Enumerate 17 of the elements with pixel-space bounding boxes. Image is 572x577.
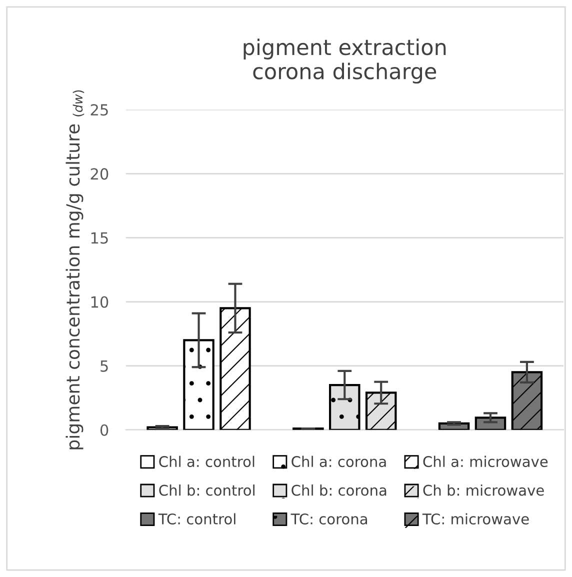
legend-label: Chl b: control	[159, 484, 254, 496]
chart-title: pigment extraction corona discharge	[244, 38, 446, 84]
legend-label: TC: microwave	[422, 513, 529, 524]
y-tick-label: 0	[100, 424, 108, 436]
legend-label: TC: corona	[290, 513, 367, 524]
y-tick-label: 20	[90, 168, 108, 180]
legend-label: Chl a: control	[159, 456, 254, 468]
legend-label: Chl b: corona	[292, 484, 386, 496]
legend-label: Ch b: microwave	[423, 484, 544, 496]
y-tick-label: 25	[90, 104, 108, 116]
legend-label: TC: control	[158, 513, 236, 524]
y-tick-label: 5	[100, 360, 108, 372]
y-tick-label: 15	[91, 232, 108, 244]
legend-label: Chl a: corona	[292, 456, 386, 468]
y-tick-label: 10	[91, 296, 108, 308]
y-axis-title: pigment concentration mg/g culture $_{(dw)}$	[66, 90, 84, 450]
legend-label: Chl a: microwave	[423, 456, 548, 468]
